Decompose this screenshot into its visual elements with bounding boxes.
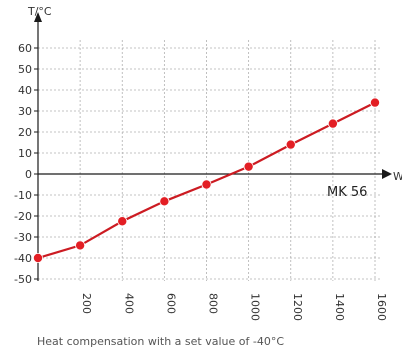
y-tick-label: 60: [18, 42, 32, 55]
y-tick-label: 30: [18, 105, 32, 118]
ticks-layer: 60 50 40 30 20 10 0 -10 -20 -30 -40 -50 200 400 600 800…: [14, 42, 388, 321]
x-tick-label: 1200: [291, 293, 304, 321]
x-tick-label: 1400: [333, 293, 346, 321]
data-point: [327, 118, 338, 129]
series-label: MK 56: [327, 185, 367, 200]
x-tick-label: 400: [122, 293, 135, 314]
y-tick-label: -10: [14, 189, 32, 202]
y-axis-arrow: [34, 12, 42, 22]
y-tick-label: 40: [18, 84, 32, 97]
y-tick-label: 20: [18, 126, 32, 139]
data-point: [243, 161, 254, 172]
x-tick-label: 1600: [375, 293, 388, 321]
y-tick-label: 0: [25, 168, 32, 181]
x-axis-label: W: [393, 170, 402, 183]
y-tick-label: -30: [14, 231, 32, 244]
data-point: [33, 252, 44, 263]
data-point: [117, 216, 128, 227]
y-axis-label: T/°C: [27, 5, 52, 18]
x-tick-label: 200: [80, 293, 93, 314]
x-tick-label: 800: [207, 293, 220, 314]
data-point: [159, 196, 170, 207]
data-point: [285, 139, 296, 150]
y-tick-label: -40: [14, 252, 32, 265]
y-tick-label: -50: [14, 273, 32, 286]
series-layer: [33, 97, 380, 263]
x-tick-label: 600: [164, 293, 177, 314]
y-tick-label: -20: [14, 210, 32, 223]
x-axis-arrow: [382, 169, 392, 179]
grid-layer: [38, 40, 380, 281]
data-point: [369, 97, 380, 108]
y-tick-label: 10: [18, 147, 32, 160]
data-point: [75, 240, 86, 251]
x-tick-label: 1000: [249, 293, 262, 321]
data-point: [201, 179, 212, 190]
y-tick-label: 50: [18, 63, 32, 76]
chart-caption: Heat compensation with a set value of -4…: [37, 335, 285, 348]
